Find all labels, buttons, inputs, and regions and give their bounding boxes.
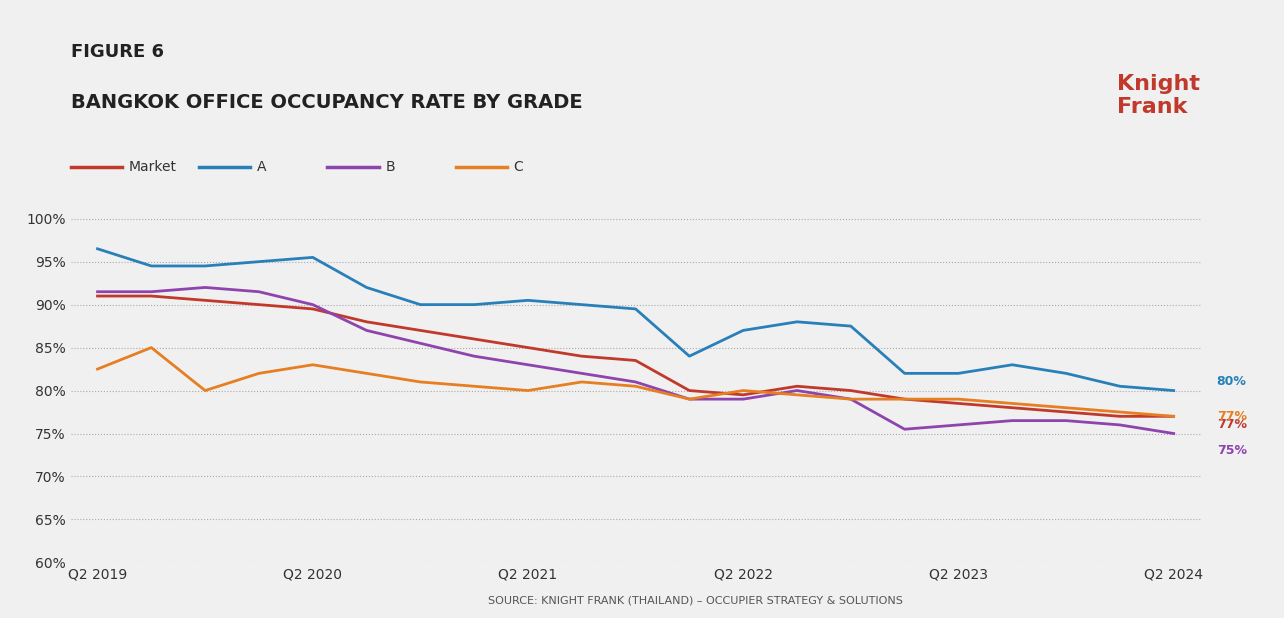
Text: 75%: 75% (1217, 444, 1247, 457)
Text: C: C (514, 160, 524, 174)
Text: A: A (257, 160, 266, 174)
Text: BANGKOK OFFICE OCCUPANCY RATE BY GRADE: BANGKOK OFFICE OCCUPANCY RATE BY GRADE (71, 93, 582, 112)
Text: B: B (385, 160, 394, 174)
Text: SOURCE: KNIGHT FRANK (THAILAND) – OCCUPIER STRATEGY & SOLUTIONS: SOURCE: KNIGHT FRANK (THAILAND) – OCCUPI… (488, 596, 903, 606)
Text: 77%: 77% (1217, 418, 1247, 431)
Text: Knight
Frank: Knight Frank (1117, 74, 1201, 117)
Text: FIGURE 6: FIGURE 6 (71, 43, 163, 61)
Text: 80%: 80% (1217, 376, 1247, 389)
Text: 77%: 77% (1217, 410, 1247, 423)
Text: Market: Market (128, 160, 176, 174)
